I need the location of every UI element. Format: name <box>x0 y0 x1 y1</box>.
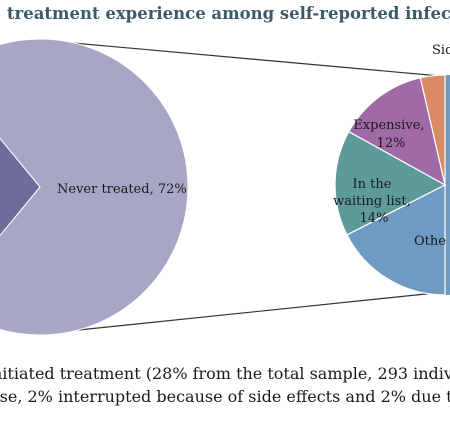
chart-title: C treatment experience among self-report… <box>0 4 450 23</box>
label-never-treated: Never treated, 72% <box>57 182 187 197</box>
breakdown-slice-offscreen <box>445 75 450 295</box>
breakdown-slice-expensive <box>347 77 446 187</box>
label-side-effects: Sid <box>432 43 450 58</box>
main-pie <box>0 38 189 336</box>
breakdown-slice-waiting-list <box>334 130 447 236</box>
main-pie-slice-treated <box>0 137 41 237</box>
footnote-line-1: nitiated treatment (28% from the total s… <box>0 364 450 383</box>
label-other: Othe <box>414 234 446 249</box>
footnote: nitiated treatment (28% from the total s… <box>0 362 450 408</box>
footnote-line-2: rse, 2% interrupted because of side effe… <box>0 387 450 406</box>
label-expensive: Expensive, 12% <box>353 118 428 151</box>
connector-line-bottom <box>39 291 446 335</box>
breakdown-pie <box>334 74 450 296</box>
connector-line-top <box>39 39 441 77</box>
label-waiting-list: In the waiting list, 14% <box>333 177 415 226</box>
main-pie-slice-never-treated <box>0 38 189 336</box>
breakdown-slice-other <box>346 184 446 296</box>
